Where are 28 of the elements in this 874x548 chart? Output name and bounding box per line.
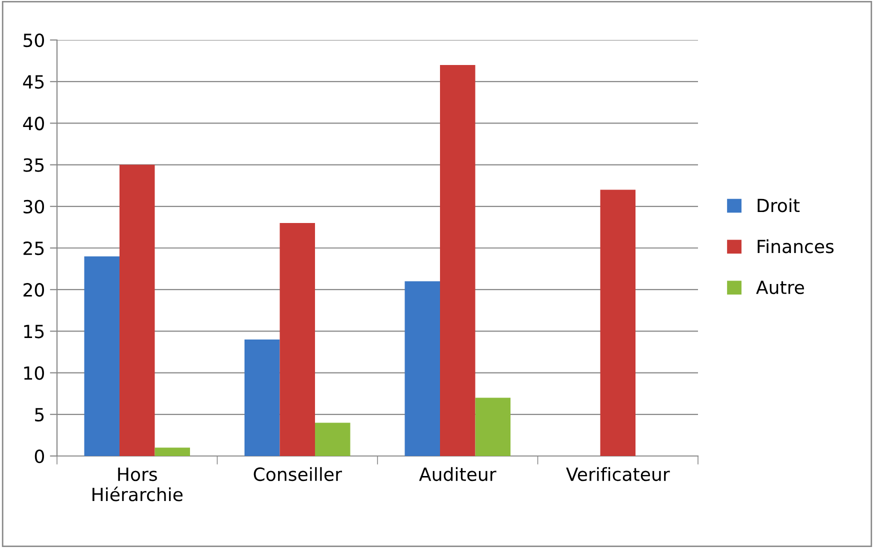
x-tick-label: Verificateur bbox=[566, 467, 670, 482]
legend-label: Droit bbox=[758, 198, 800, 212]
legend-label: Autre bbox=[756, 280, 804, 294]
bar bbox=[404, 281, 440, 456]
bar bbox=[475, 398, 511, 456]
x-tick-label: Hors Hiérarchie bbox=[92, 468, 183, 502]
y-tick-label: 15 bbox=[24, 324, 44, 338]
bar bbox=[119, 164, 155, 456]
y-tick-label: 10 bbox=[24, 366, 44, 380]
bar bbox=[244, 340, 280, 456]
y-tick-label: 35 bbox=[24, 158, 44, 172]
bar bbox=[84, 256, 120, 456]
y-tick-label: 20 bbox=[24, 283, 44, 297]
y-tick-label: 40 bbox=[23, 116, 44, 130]
y-tick-label: 30 bbox=[24, 200, 44, 214]
y-tick-label: 0 bbox=[34, 449, 44, 464]
y-tick-label: 45 bbox=[23, 75, 44, 89]
y-tick-label: 25 bbox=[24, 241, 44, 256]
x-tick-label: Auditeur bbox=[419, 467, 496, 482]
legend-label: Finances bbox=[758, 239, 834, 254]
x-tick-label: Conseiller bbox=[254, 467, 342, 482]
bar bbox=[440, 64, 476, 456]
bar bbox=[315, 422, 350, 456]
bar bbox=[280, 223, 315, 456]
y-tick-label: 50 bbox=[24, 33, 44, 48]
bar bbox=[600, 190, 636, 456]
y-tick-label: 5 bbox=[35, 408, 44, 422]
bar bbox=[154, 448, 190, 456]
